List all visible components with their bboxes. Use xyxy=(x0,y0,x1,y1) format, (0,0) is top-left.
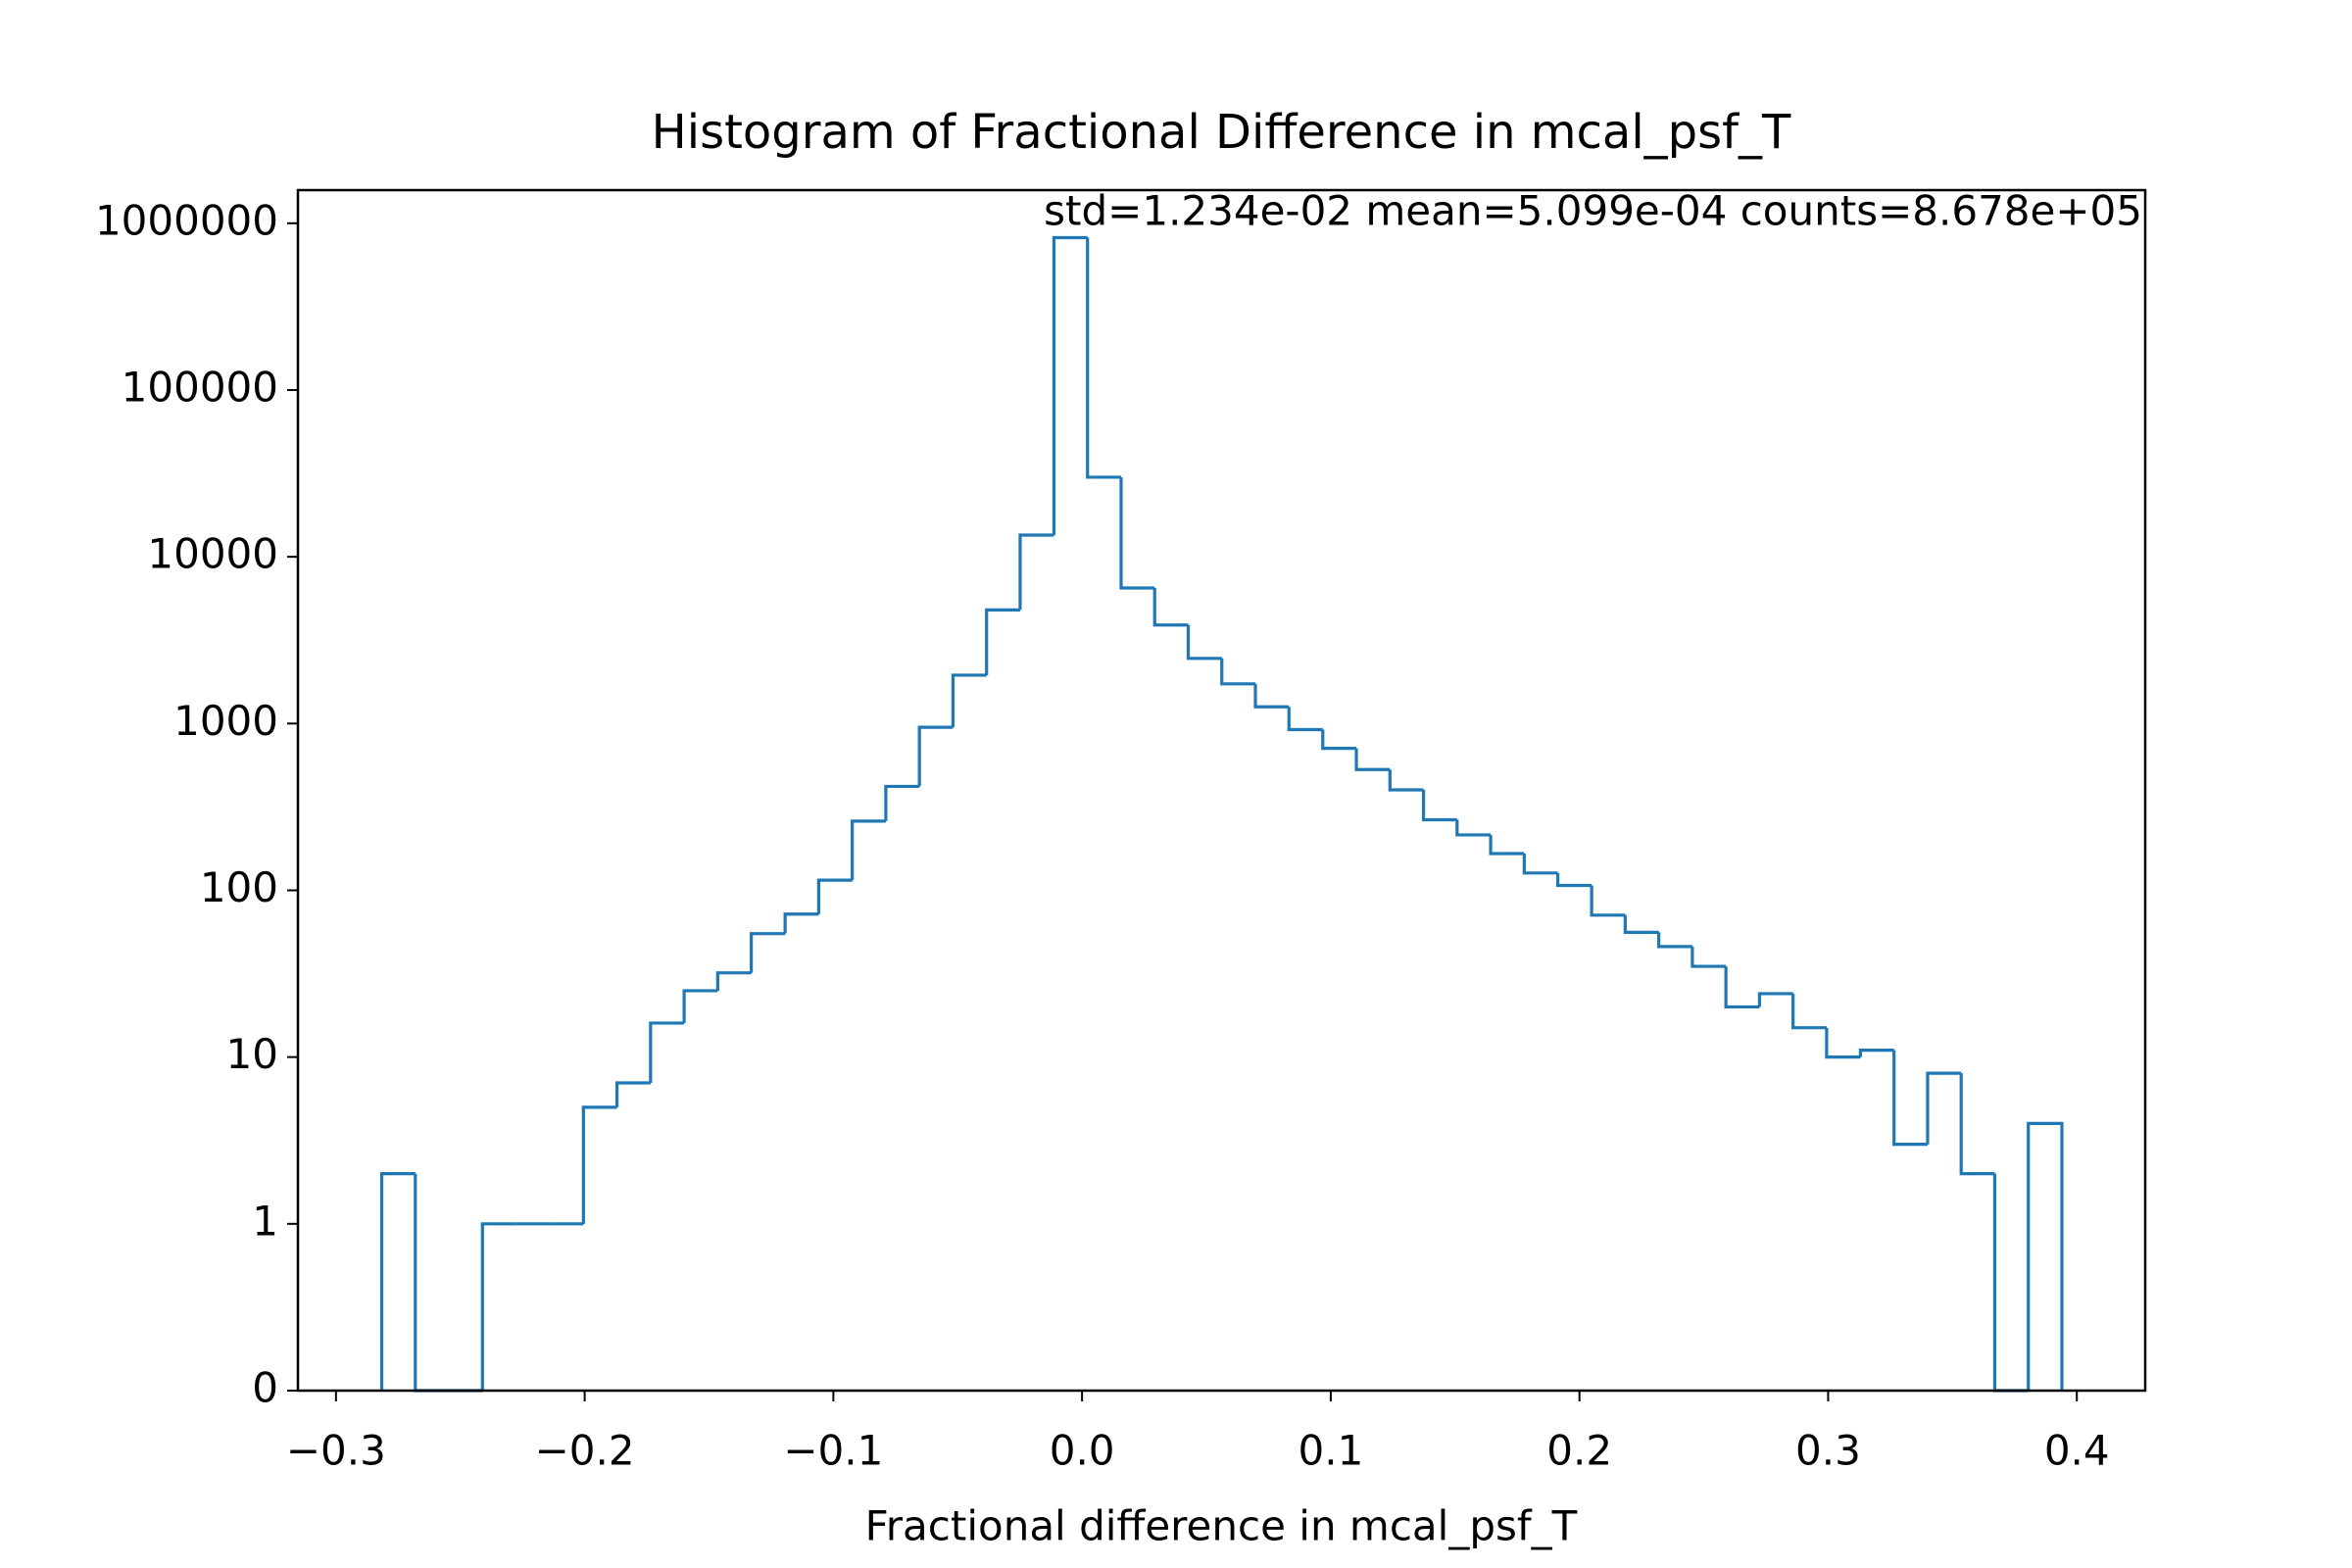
histogram-step xyxy=(783,912,819,934)
histogram-step xyxy=(1858,1049,1894,1057)
annotation: std=1.234e-02 mean=5.099e-04 counts=8.67… xyxy=(1044,187,2142,235)
plot-frame xyxy=(296,188,2147,1393)
histogram-step xyxy=(1455,819,1492,837)
histogram-step xyxy=(1959,1073,1995,1176)
histogram-step xyxy=(1052,235,1088,535)
x-tick-label: −0.1 xyxy=(783,1427,883,1475)
chart-title: Histogram of Fractional Difference in mc… xyxy=(652,105,1791,160)
x-tick-label: 0.1 xyxy=(1298,1427,1364,1475)
histogram-step xyxy=(1354,748,1391,771)
histogram-step xyxy=(682,989,718,1023)
histogram-step xyxy=(480,1222,516,1391)
histogram-step xyxy=(1220,658,1256,686)
histogram-step xyxy=(851,819,886,881)
histogram-step xyxy=(1321,729,1357,751)
histogram-step xyxy=(985,608,1020,675)
histogram-step xyxy=(1690,946,1727,968)
histogram-step xyxy=(884,784,920,821)
histogram-step xyxy=(1892,1050,1928,1147)
histogram-step xyxy=(1152,587,1189,627)
y-tick-label: 1000 xyxy=(173,697,278,745)
histogram-step xyxy=(1119,476,1155,590)
histogram-step xyxy=(917,725,954,787)
histogram-step xyxy=(1590,885,1626,917)
histogram-step xyxy=(649,1021,685,1084)
histogram-step xyxy=(1825,1027,1861,1059)
histogram-step xyxy=(379,1172,416,1391)
histogram-step xyxy=(750,932,786,973)
x-tick-label: 0.4 xyxy=(2044,1427,2110,1475)
histogram-step xyxy=(414,1173,450,1393)
histogram-step xyxy=(1287,707,1323,732)
histogram-step xyxy=(1556,872,1592,888)
y-tick-label: 10000 xyxy=(147,530,278,578)
histogram-step xyxy=(715,971,752,991)
x-tick-label: 0.0 xyxy=(1050,1427,1115,1475)
histogram-step xyxy=(1724,966,1760,1009)
y-tick-label: 100 xyxy=(200,863,278,911)
histogram-step xyxy=(1489,834,1525,856)
histogram-step xyxy=(1623,914,1659,934)
histogram-step xyxy=(2027,1121,2064,1391)
histogram-step xyxy=(816,878,853,914)
x-axis-label: Fractional difference in mcal_psf_T xyxy=(865,1502,1578,1550)
histogram-step xyxy=(1186,624,1222,661)
y-tick-label: 100000 xyxy=(122,363,278,411)
x-tick-label: 0.2 xyxy=(1546,1427,1612,1475)
y-tick-label: 0 xyxy=(252,1364,278,1412)
histogram-step xyxy=(1757,992,1793,1007)
histogram-step xyxy=(1086,237,1121,479)
histogram-step xyxy=(1926,1071,1962,1145)
histogram-step xyxy=(581,1105,617,1224)
y-tick-label: 1000000 xyxy=(95,196,278,244)
histogram-step xyxy=(1791,993,1827,1030)
histogram-step xyxy=(951,673,987,728)
histogram-step xyxy=(1522,854,1558,875)
histogram-step xyxy=(1018,533,1054,611)
histogram-step xyxy=(1421,790,1457,822)
histogram-step xyxy=(1388,769,1424,792)
x-tick-label: 0.3 xyxy=(1795,1427,1861,1475)
histogram-step xyxy=(614,1081,651,1107)
y-tick-label: 1 xyxy=(252,1197,278,1245)
histogram-step xyxy=(1657,932,1692,949)
y-tick-label: 10 xyxy=(226,1030,278,1078)
histogram-step xyxy=(1992,1173,2029,1393)
histogram-step xyxy=(1253,683,1290,709)
x-tick-label: −0.3 xyxy=(286,1427,386,1475)
x-tick-label: −0.2 xyxy=(535,1427,635,1475)
